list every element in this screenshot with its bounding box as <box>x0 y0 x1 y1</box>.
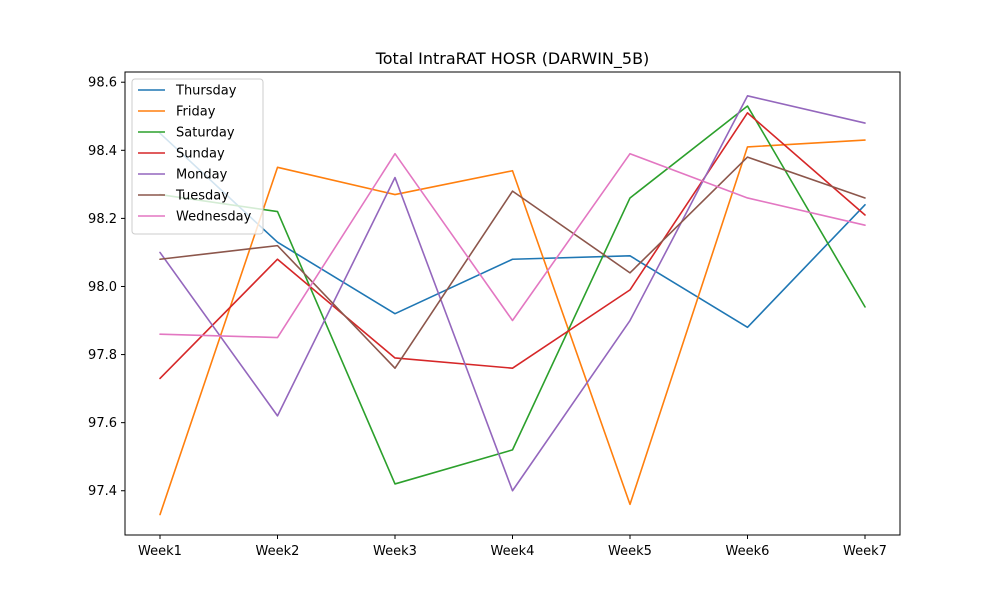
y-axis: 97.4 97.6 97.8 98.0 98.2 98.4 98.6 <box>88 76 125 499</box>
y-tick-label: 98.0 <box>88 280 117 295</box>
y-tick-label: 97.6 <box>88 416 117 431</box>
x-tick-label: Week5 <box>608 544 652 559</box>
series-line-thursday <box>159 132 866 329</box>
y-tick-label: 97.4 <box>88 484 117 499</box>
y-tick-label: 98.2 <box>88 212 117 227</box>
y-tick-label: 97.8 <box>88 348 117 363</box>
legend-label-friday: Friday <box>176 105 216 120</box>
legend: Thursday Friday Saturday Sunday Monday Tuesda… <box>131 78 264 235</box>
x-tick-label: Week2 <box>256 544 300 559</box>
series-line-wednesday <box>159 152 866 339</box>
legend-label-tuesday: Tuesday <box>175 189 229 204</box>
series-line-saturday <box>159 105 866 485</box>
series-layer <box>159 95 866 516</box>
series-line-tuesday <box>159 156 866 369</box>
legend-label-monday: Monday <box>176 168 228 183</box>
series-line-monday <box>159 95 866 492</box>
x-tick-label: Week6 <box>726 544 770 559</box>
x-tick-label: Week1 <box>138 544 182 559</box>
y-tick-label: 98.4 <box>88 144 117 159</box>
legend-label-sunday: Sunday <box>176 147 225 162</box>
series-line-friday <box>159 139 866 516</box>
legend-label-wednesday: Wednesday <box>176 210 252 225</box>
chart-title: Total IntraRAT HOSR (DARWIN_5B) <box>375 49 650 69</box>
x-tick-label: Week4 <box>491 544 535 559</box>
x-tick-label: Week3 <box>373 544 417 559</box>
y-tick-label: 98.6 <box>88 76 117 91</box>
x-tick-label: Week7 <box>843 544 887 559</box>
x-axis: Week1 Week2 Week3 Week4 Week5 Week6 Week7 <box>138 535 887 559</box>
series-line-sunday <box>159 112 866 380</box>
legend-label-saturday: Saturday <box>176 126 235 141</box>
legend-label-thursday: Thursday <box>175 84 237 99</box>
